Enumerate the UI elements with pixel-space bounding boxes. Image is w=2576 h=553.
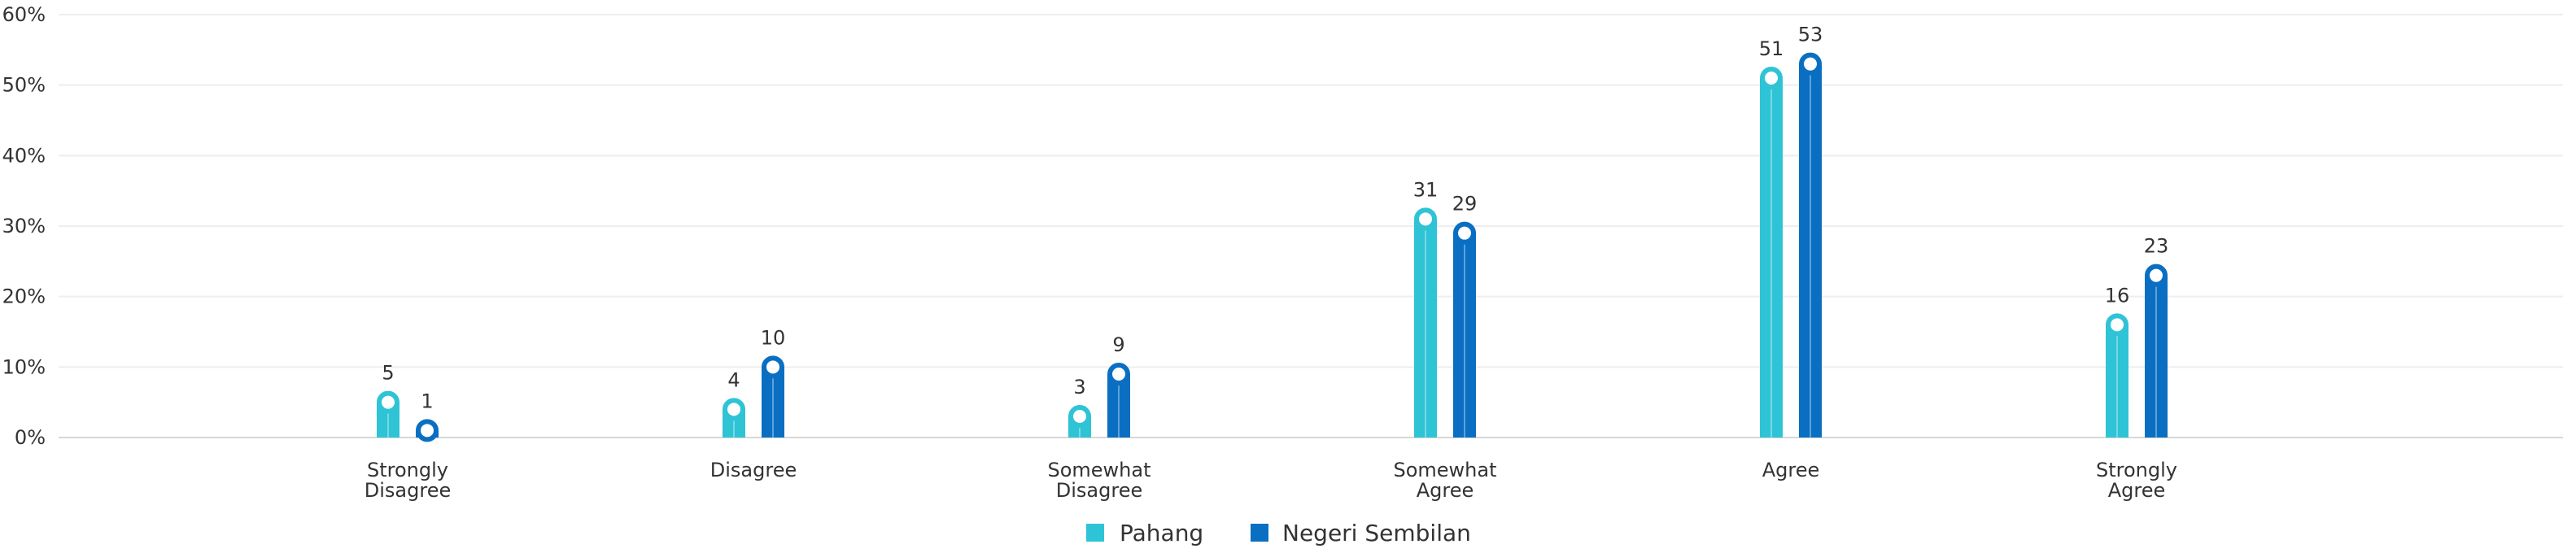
legend: Pahang Negeri Sembilan [1086,520,1471,546]
data-label: 9 [1112,333,1124,356]
bar [1414,219,1437,438]
data-label: 1 [421,390,433,412]
x-tick-label: Strongly Disagree [365,459,451,502]
x-tick-label: Strongly Agree [2096,459,2177,502]
data-label: 10 [761,326,786,349]
data-label: 23 [2144,235,2169,258]
y-tick-label: 40% [2,144,46,167]
gridlines [59,14,2563,438]
x-tick-label: Agree [1762,459,1820,481]
data-label: 4 [727,368,740,391]
x-tick-label: Somewhat Agree [1393,459,1496,502]
data-label: 5 [382,362,394,385]
bar [1453,233,1476,438]
bar-marker [1453,221,1476,245]
bar-marker [1068,405,1091,428]
x-axis: Strongly Disagree Disagree Somewhat Disagree… [365,459,2177,502]
bar [762,367,784,438]
bar-marker [2106,313,2128,337]
x-tick-label: Disagree [710,459,797,481]
legend-swatch [1251,524,1268,542]
legend-label: Negeri Sembilan [1282,520,1471,546]
bar-marker [1414,207,1437,231]
bar-marker [2145,263,2168,287]
bar-marker [723,398,745,421]
bar-marker [1107,363,1130,385]
data-label: 29 [1452,193,1478,216]
y-axis: 0% 10% 20% 30% 40% 50% 60% [2,3,46,449]
data-label: 3 [1073,376,1085,398]
y-tick-label: 0% [15,426,46,449]
y-tick-label: 20% [2,285,46,308]
legend-swatch [1086,524,1104,542]
bar-marker [416,419,439,442]
legend-label: Pahang [1120,520,1203,546]
bar-marker [762,355,784,379]
data-label: 16 [2105,284,2130,307]
y-tick-label: 60% [2,3,46,26]
data-label: 53 [1798,24,1823,46]
bar [1760,78,1783,438]
bar [2106,324,2128,438]
bar-marker [1799,52,1822,76]
y-tick-label: 30% [2,215,46,237]
bar-marker [377,390,399,414]
bar [2145,275,2168,438]
bar-marker [1760,67,1783,89]
data-label: 31 [1413,178,1439,201]
x-tick-label: Somewhat Disagree [1047,459,1150,502]
data-label: 51 [1759,37,1784,60]
y-tick-label: 50% [2,74,46,97]
bar [1799,63,1822,438]
y-tick-label: 10% [2,355,46,378]
